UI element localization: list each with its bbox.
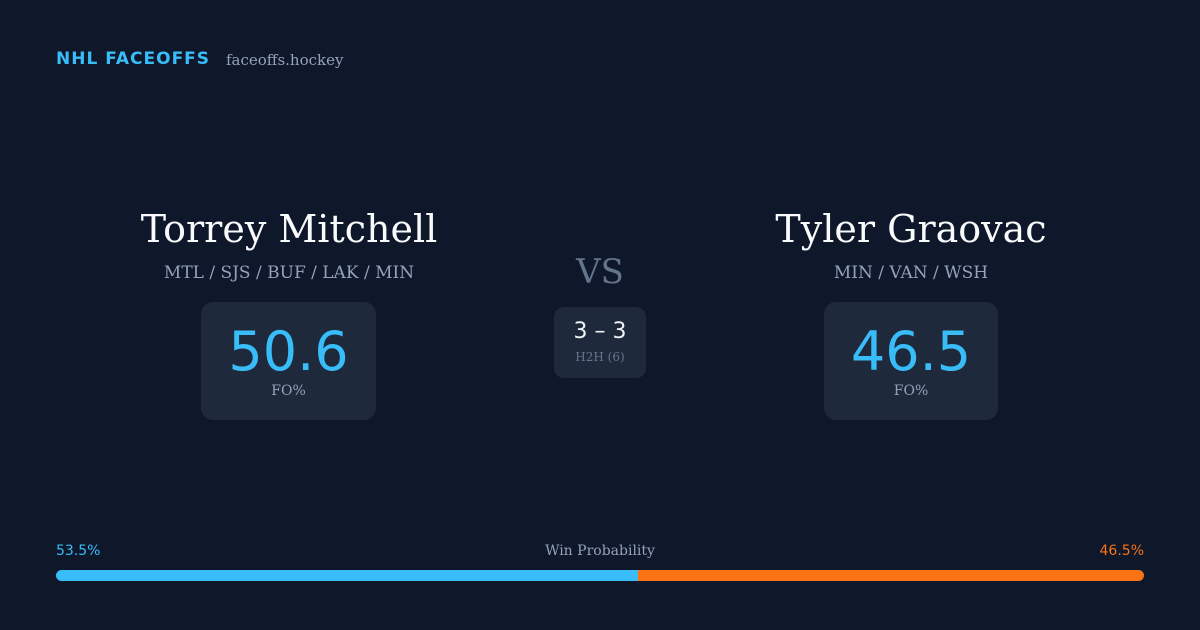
fo-box: 50.6 FO%: [201, 302, 376, 420]
site: faceoffs.hockey: [226, 51, 344, 69]
fo-label: FO%: [271, 383, 306, 399]
brand: NHL FACEOFFS: [56, 49, 211, 69]
bar-segment: [56, 570, 639, 581]
fo-value: 50.6: [228, 320, 349, 383]
player-name: Torrey Mitchell: [140, 207, 438, 251]
h2h-record: 3 – 3: [573, 319, 627, 344]
versus: VS: [576, 252, 624, 292]
fo-box: 46.5 FO%: [824, 302, 998, 420]
fo-value: 46.5: [850, 320, 972, 383]
win-prob-left: 53.5%: [56, 543, 101, 559]
h2h-box: 3 – 3 H2H (6): [554, 307, 646, 378]
player-name: Tyler Graovac: [775, 207, 1047, 251]
bar-segment: [638, 570, 1144, 581]
win-prob-right: 46.5%: [1099, 543, 1144, 559]
player-teams: MTL / SJS / BUF / LAK / MIN: [163, 263, 415, 283]
win-prob-title: Win Probability: [545, 543, 655, 559]
win-prob-bar: [56, 570, 1144, 581]
fo-label: FO%: [893, 383, 929, 399]
player-teams: MIN / VAN / WSH: [833, 263, 989, 283]
h2h-label: H2H (6): [575, 350, 625, 364]
